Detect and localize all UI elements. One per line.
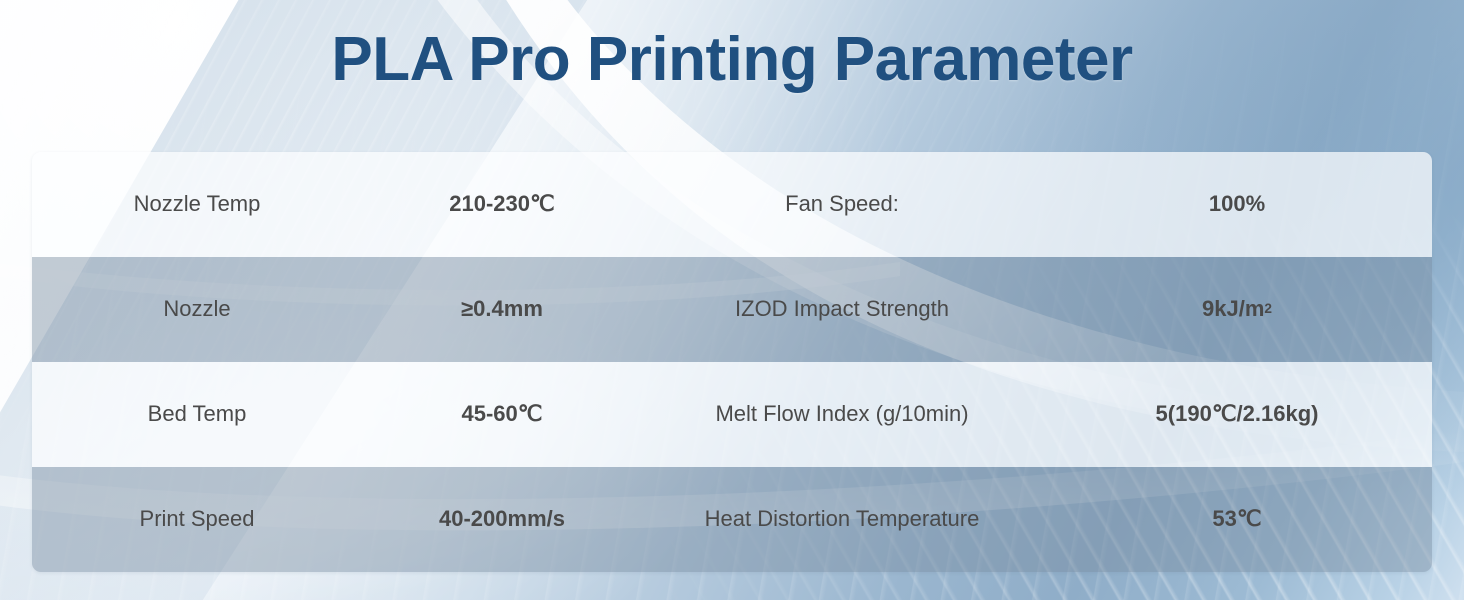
table-row: Nozzle Temp 210-230℃ Fan Speed: 100% [32, 152, 1432, 257]
parameter-value: 45-60℃ [461, 401, 543, 427]
parameter-value: 40-200mm/s [439, 506, 565, 532]
table-row: Nozzle ≥0.4mm IZOD Impact Strength 9kJ/m… [32, 257, 1432, 362]
parameter-label: IZOD Impact Strength [735, 296, 949, 322]
parameter-value: 210-230℃ [449, 191, 555, 217]
page-title: PLA Pro Printing Parameter [331, 25, 1133, 94]
parameter-table: Nozzle Temp 210-230℃ Fan Speed: 100% Noz… [32, 152, 1432, 572]
parameter-label: Heat Distortion Temperature [704, 506, 980, 532]
parameter-value-base: 9kJ/m [1202, 296, 1265, 322]
parameter-value: 53℃ [1212, 506, 1262, 532]
parameter-label: Bed Temp [147, 401, 247, 427]
parameter-value: 5(190℃/2.16kg) [1155, 401, 1319, 427]
table-row: Bed Temp 45-60℃ Melt Flow Index (g/10min… [32, 362, 1432, 467]
parameter-value: 100% [1208, 191, 1266, 217]
parameter-label: Nozzle Temp [133, 191, 261, 217]
table-row: Print Speed 40-200mm/s Heat Distortion T… [32, 467, 1432, 572]
parameter-value: ≥0.4mm [461, 296, 543, 322]
parameter-label: Print Speed [139, 506, 255, 532]
parameter-label: Nozzle [163, 296, 231, 322]
parameter-label: Melt Flow Index (g/10min) [715, 401, 969, 427]
parameter-label: Fan Speed: [785, 191, 899, 217]
parameter-value: 9kJ/m 2 [1202, 296, 1272, 322]
